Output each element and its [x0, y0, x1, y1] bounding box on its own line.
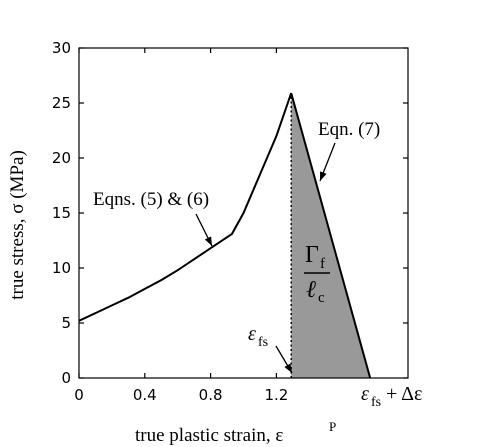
eqn-7-label: Eqn. (7) — [318, 119, 380, 140]
eps-subscript: fs — [258, 335, 268, 350]
y-tick-label: 20 — [52, 149, 71, 167]
x-axis-title: true plastic strain, ε — [135, 425, 283, 446]
x-end-eps: ε — [361, 383, 369, 405]
y-tick-label: 5 — [61, 314, 71, 332]
annotation-arrows — [195, 142, 336, 374]
softening-line — [290, 92, 372, 379]
x-tick-label: 0.4 — [133, 386, 157, 404]
y-tick-label: 0 — [61, 369, 71, 387]
fracture-energy-label: Γ f ℓ c — [304, 242, 330, 306]
y-tick-label: 30 — [52, 39, 71, 57]
gamma-subscript: f — [320, 256, 325, 272]
x-axis-label: true plastic strain, ε P — [135, 419, 336, 446]
tick-group: 0 0.4 0.8 1.2 0 5 10 15 20 25 30 — [52, 39, 408, 404]
x-axis-superscript: P — [329, 419, 336, 434]
y-tick-label: 25 — [52, 94, 71, 112]
eps-symbol: ε — [248, 323, 256, 345]
eqn7-arrow — [319, 142, 336, 182]
x-end-sub: fs — [371, 395, 381, 410]
eps-fs-arrow — [275, 345, 293, 374]
ell-symbol: ℓ — [306, 277, 316, 303]
y-tick-label: 15 — [52, 204, 71, 222]
x-tick-label: 0 — [74, 386, 84, 404]
x-tick-label: 1.2 — [264, 386, 288, 404]
y-axis-title: true stress, σ (MPa) — [7, 150, 28, 300]
hardening-curve — [78, 92, 293, 322]
x-end-rest: + Δε — [386, 383, 422, 405]
x-tick-label: 0.8 — [199, 386, 223, 404]
gamma-symbol: Γ — [305, 242, 319, 268]
ell-subscript: c — [318, 290, 325, 306]
x-end-label: ε fs + Δε — [361, 383, 422, 410]
eqns-5-6-label: Eqns. (5) & (6) — [93, 189, 209, 210]
eps-fs-label: ε fs — [248, 323, 268, 350]
y-tick-label: 10 — [52, 259, 71, 277]
eqns-arrow — [195, 213, 213, 247]
